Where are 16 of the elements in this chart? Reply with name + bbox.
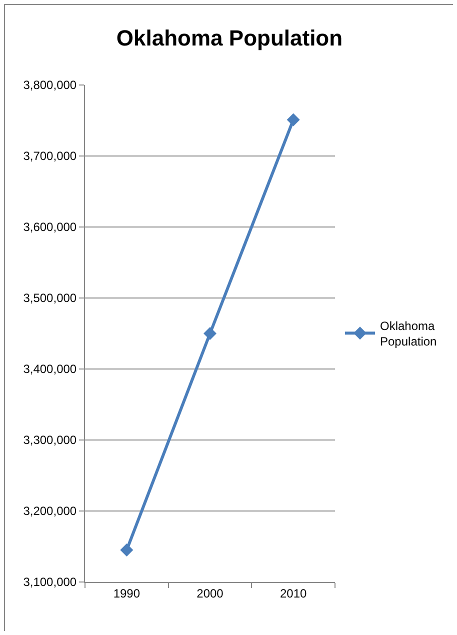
point <box>204 327 216 340</box>
x-tick-label: 2000 <box>196 586 224 600</box>
y-tick-label: 3,200,000 <box>23 504 77 518</box>
chart-title: Oklahoma Population <box>116 25 343 50</box>
point <box>120 544 134 557</box>
y-tick-label: 3,700,000 <box>23 149 77 164</box>
point <box>286 113 300 126</box>
y-tick-label: 3,100,000 <box>23 575 77 590</box>
x-tick-label: 2010 <box>280 586 307 600</box>
y-tick-label: 3,500,000 <box>23 291 77 306</box>
y-tick-label: 3,800,000 <box>23 78 77 92</box>
y-tick-label: 3,400,000 <box>23 362 77 376</box>
legend-label: Oklahoma Population <box>380 318 437 349</box>
y-tick-label: 3,300,000 <box>23 433 77 448</box>
y-tick-label: 3,600,000 <box>23 220 77 234</box>
x-tick-label: 1990 <box>113 586 140 600</box>
